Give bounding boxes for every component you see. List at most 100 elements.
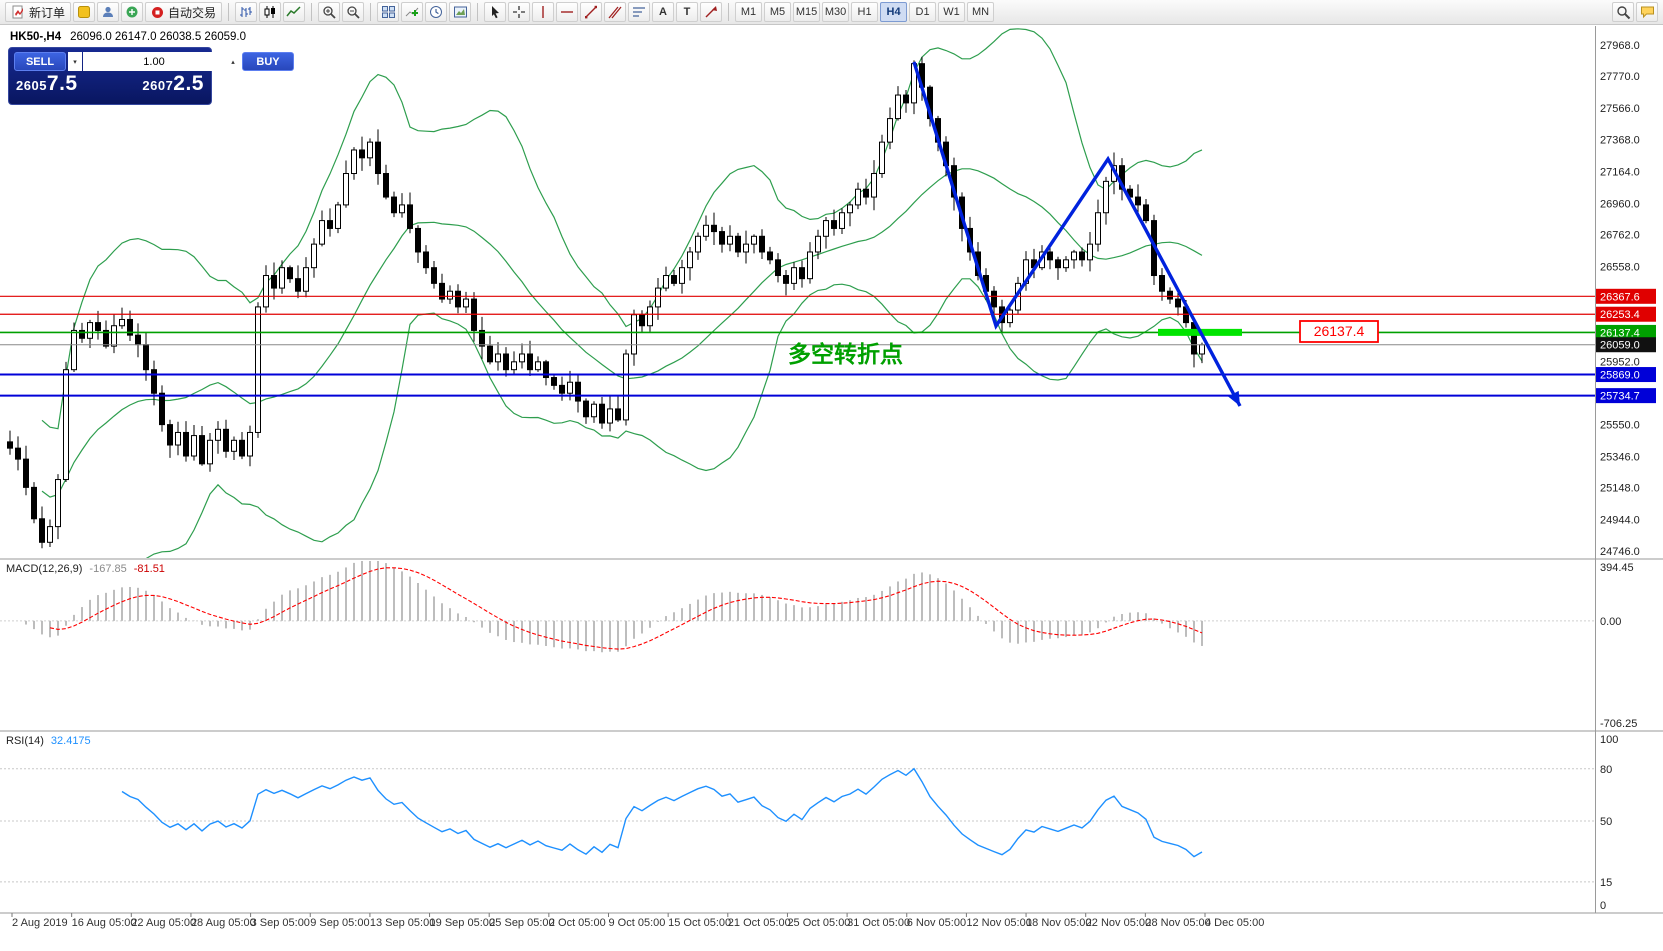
autotrading-label: 自动交易 [168, 5, 217, 20]
fibonacci-tool-button[interactable] [628, 2, 651, 22]
time-axis-label: 12 Nov 05:00 [966, 917, 1031, 929]
crosshair-tool-button[interactable] [508, 2, 531, 22]
price-line-label [1596, 306, 1656, 322]
toolbar-separator [728, 3, 730, 21]
symbol-ohlc-header: HK50-,H4 26096.0 26147.0 26038.5 26059.0 [10, 31, 246, 43]
trendline-tool-button[interactable] [580, 2, 603, 22]
macd-title-label: MACD(12,26,9) [6, 563, 83, 575]
time-axis-label: 18 Nov 05:00 [1026, 917, 1091, 929]
zoom-out-button[interactable] [342, 2, 365, 22]
shapes-tool-button[interactable] [700, 2, 723, 22]
rsi-axis-label: 50 [1600, 816, 1612, 828]
templates-button[interactable] [449, 2, 472, 22]
community-icon [126, 6, 138, 18]
zoom-in-button[interactable] [318, 2, 341, 22]
macd-axis-label: 394.45 [1600, 562, 1634, 574]
indicators-button[interactable] [401, 2, 424, 22]
time-axis-label: 9 Sep 05:00 [310, 917, 369, 929]
editor-icon [78, 6, 91, 18]
price-line-label-text: 26367.6 [1600, 291, 1640, 303]
time-axis-label: 4 Dec 05:00 [1205, 917, 1264, 929]
new-order-button[interactable]: 新订单 [5, 2, 72, 22]
tile-windows-icon [381, 6, 395, 18]
periods-button[interactable] [425, 2, 448, 22]
label-tool-button[interactable]: T [676, 2, 699, 22]
price-axis-label: 24944.0 [1600, 515, 1640, 527]
time-axis-label: 3 Sep 05:00 [251, 917, 310, 929]
sell-price[interactable]: 26057.5 [16, 72, 78, 95]
periods-icon [430, 6, 443, 18]
bollinger-upper-band [41, 28, 1203, 430]
price-callout-text: 26137.4 [1314, 323, 1365, 339]
price-line-label-text: 25734.7 [1600, 391, 1640, 403]
text-tool-button[interactable]: A [652, 2, 675, 22]
zoom-in-icon [322, 5, 336, 19]
time-axis-label: 16 Aug 05:00 [72, 917, 137, 929]
time-axis-label: 15 Oct 05:00 [668, 917, 731, 929]
buy-price[interactable]: 26072.5 [142, 72, 204, 95]
time-axis-label: 2 Aug 2019 [12, 917, 68, 929]
channel-tool-button[interactable] [604, 2, 627, 22]
vertical-line-icon [542, 6, 544, 18]
cursor-tool-button[interactable] [484, 2, 507, 22]
volume-decrease-button[interactable]: ▾ [68, 52, 82, 71]
editor-button[interactable] [73, 2, 96, 22]
line-chart-icon [286, 6, 301, 17]
time-axis-label: 22 Aug 05:00 [131, 917, 196, 929]
candlestick-chart-button[interactable] [259, 2, 282, 22]
timeframe-h4[interactable]: H4 [880, 2, 908, 22]
text-icon: A [659, 5, 667, 18]
rsi-axis-label: 80 [1600, 764, 1612, 776]
time-axis-label: 2 Oct 05:00 [549, 917, 606, 929]
timeframe-m15[interactable]: M15 [793, 2, 821, 22]
macd-histogram [25, 561, 1203, 653]
chart-annotation-text[interactable]: 多空转折点 [788, 341, 903, 367]
search-button[interactable] [1612, 2, 1634, 22]
timeframe-d1[interactable]: D1 [909, 2, 937, 22]
sell-button[interactable]: SELL [14, 52, 66, 71]
time-axis-label: 28 Nov 05:00 [1145, 917, 1210, 929]
price-axis-label: 25550.0 [1600, 420, 1640, 432]
horizontal-line-icon [561, 11, 574, 13]
timeframe-h1[interactable]: H1 [851, 2, 879, 22]
trendline-icon [585, 5, 598, 19]
bar-chart-button[interactable] [235, 2, 258, 22]
cursor-icon [492, 6, 500, 19]
new-order-icon [12, 5, 23, 19]
timeframe-toolbar: M1 M5 M15 M30 H1 H4 D1 W1 MN [734, 2, 995, 22]
market-button[interactable] [97, 2, 120, 22]
chat-icon [1640, 6, 1654, 19]
volume-input[interactable] [83, 52, 225, 71]
autotrading-button[interactable]: 自动交易 [145, 2, 223, 22]
price-line-label [1596, 324, 1656, 340]
chat-button[interactable] [1636, 2, 1658, 22]
autotrading-icon [152, 6, 164, 18]
price-axis-label: 27566.0 [1600, 103, 1640, 115]
line-chart-button[interactable] [283, 2, 306, 22]
time-axis-label: 13 Sep 05:00 [370, 917, 435, 929]
price-line-label [1596, 388, 1656, 404]
toolbar-separator [311, 3, 313, 21]
buy-button[interactable]: BUY [242, 52, 294, 71]
trend-arrow-line[interactable] [912, 61, 1242, 407]
bollinger-lower-band [145, 278, 1203, 558]
bollinger-middle-band [41, 168, 1203, 498]
time-axis-label: 6 Nov 05:00 [907, 917, 966, 929]
timeframe-m30[interactable]: M30 [822, 2, 850, 22]
timeframe-m5[interactable]: M5 [764, 2, 792, 22]
time-axis-label: 31 Oct 05:00 [847, 917, 910, 929]
timeframe-w1[interactable]: W1 [938, 2, 966, 22]
price-callout-box[interactable] [1299, 320, 1379, 343]
timeframe-m1[interactable]: M1 [735, 2, 763, 22]
volume-stepper: ▾ ▴ [68, 52, 240, 71]
rsi-axis-label: 100 [1600, 734, 1618, 746]
volume-increase-button[interactable]: ▴ [226, 52, 240, 71]
timeframe-mn[interactable]: MN [967, 2, 995, 22]
time-axis-label: 25 Sep 05:00 [489, 917, 554, 929]
vertical-line-tool-button[interactable] [532, 2, 555, 22]
tile-windows-button[interactable] [377, 2, 400, 22]
horizontal-line-tool-button[interactable] [556, 2, 579, 22]
community-button[interactable] [121, 2, 144, 22]
